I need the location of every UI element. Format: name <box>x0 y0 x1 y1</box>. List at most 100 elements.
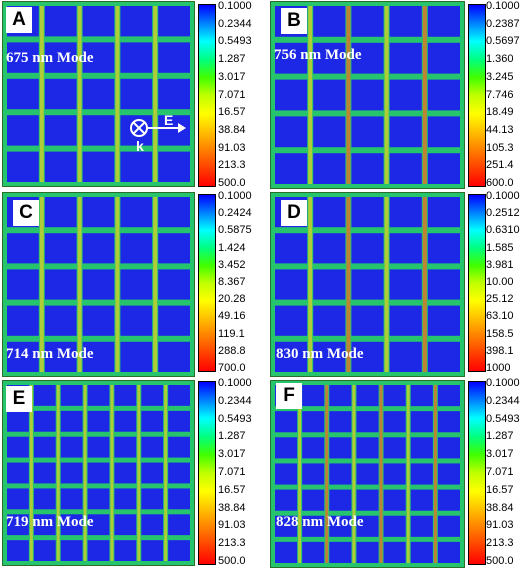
grid-cell <box>275 79 308 111</box>
colorbar-tick-label: 1.585 <box>486 241 514 254</box>
field-hotspot <box>29 385 33 561</box>
grid-cell <box>410 437 433 459</box>
colorbar-tick-label: 7.746 <box>486 88 514 101</box>
grid-cell <box>351 269 384 300</box>
grid-cell <box>7 305 39 336</box>
grid-cell <box>313 341 346 372</box>
colorbar-tick-label: 3.017 <box>218 70 246 83</box>
grid-cell <box>44 341 77 372</box>
field-hotspot <box>39 197 44 372</box>
colorbar-tick-label: 0.6310 <box>486 224 520 237</box>
colorbar-tick-label: 0.5493 <box>218 35 252 48</box>
colorbar-ticks-f: 0.1000 0.2344 0.5493 1.287 3.017 7.071 16.57 38… <box>486 377 520 567</box>
grid-cell <box>389 341 422 372</box>
grid-cell <box>275 463 298 485</box>
grid-cell <box>383 437 406 459</box>
grid-cell <box>313 233 346 264</box>
grid-cell <box>7 233 39 264</box>
grid-cell <box>329 541 352 563</box>
field-hotspot <box>346 6 351 184</box>
grid-cell <box>356 437 379 459</box>
grid-cell <box>302 437 325 459</box>
grid-cell <box>120 341 153 372</box>
grid-cell <box>60 488 83 510</box>
grid-cell <box>410 411 433 433</box>
grid-cell <box>427 6 460 37</box>
colorbar-tick-label: 1.287 <box>218 53 246 66</box>
grid-cell <box>275 437 298 459</box>
grid-cell <box>141 385 164 406</box>
colorbar-tick-label: 1.424 <box>218 241 246 254</box>
grid-cell <box>410 489 433 511</box>
grid-cell <box>275 269 308 300</box>
grid-cell <box>44 269 77 300</box>
grid-cell <box>60 436 83 458</box>
grid-cell <box>158 42 190 73</box>
colorbar-tick-label: 500.0 <box>486 555 514 567</box>
colorbar-tick-label: 0.2512 <box>486 207 520 220</box>
grid-cell <box>158 341 190 372</box>
grid-cell <box>356 489 379 511</box>
field-hotspot <box>346 197 351 372</box>
grid-cell <box>44 115 77 146</box>
polarization-diagram: E k <box>128 112 188 158</box>
colorbar-ticks-d: 0.1000 0.2512 0.6310 1.585 3.981 10.00 25.12 63… <box>486 190 520 374</box>
grid-cell <box>275 489 298 511</box>
grid-cell <box>33 385 56 406</box>
mode-label-f: 828 nm Mode <box>276 514 364 530</box>
grid-cell <box>437 385 460 407</box>
grid-cell <box>44 78 77 110</box>
grid-cell <box>120 151 153 182</box>
grid-cell <box>60 514 83 536</box>
grid-cell <box>410 463 433 485</box>
grid-cell <box>44 197 77 228</box>
colorbar-tick-label: 63.10 <box>486 310 514 323</box>
grid-cell <box>275 541 298 563</box>
colorbar-e <box>198 381 216 565</box>
grid-cell <box>114 385 137 406</box>
grid-cell <box>383 515 406 537</box>
grid-cell <box>141 540 164 561</box>
grid-cell <box>168 436 190 458</box>
grid-cell <box>302 515 325 537</box>
colorbar-tick-label: 1.287 <box>486 430 514 443</box>
grid-cell <box>389 269 422 300</box>
grid-cell <box>427 79 460 111</box>
colorbar-tick-label: 119.1 <box>218 327 245 340</box>
grid-cell <box>82 78 115 110</box>
colorbar-tick-label: 105.3 <box>486 141 514 154</box>
grid-cell <box>389 197 422 228</box>
colorbar-tick-label: 16.57 <box>486 483 514 496</box>
grid-cell <box>60 410 83 432</box>
grid-cell <box>168 410 190 432</box>
grid-cell <box>383 411 406 433</box>
colorbar-tick-label: 398.1 <box>486 344 514 357</box>
field-map-svg <box>271 2 464 188</box>
grid-cell <box>82 197 115 228</box>
e-field-label: E <box>164 112 174 128</box>
colorbar-tick-label: 700.0 <box>218 362 246 374</box>
colorbar-tick-label: 0.1000 <box>218 190 252 202</box>
grid-cell <box>302 411 325 433</box>
grid-cell <box>383 385 406 407</box>
grid-cell <box>114 436 137 458</box>
grid-cell <box>427 153 460 184</box>
grid-cell <box>302 541 325 563</box>
colorbar-tick-label: 0.2387 <box>486 17 520 30</box>
grid-cell <box>302 385 325 407</box>
grid-cell <box>7 488 29 510</box>
grid-cell <box>44 305 77 336</box>
colorbar-tick-label: 251.4 <box>486 159 514 172</box>
grid-cell <box>87 488 110 510</box>
colorbar-tick-label: 7.071 <box>218 466 246 478</box>
grid-cell <box>87 540 110 561</box>
grid-cell <box>168 488 190 510</box>
grid-cell <box>351 305 384 336</box>
grid-cell <box>7 115 39 146</box>
colorbar-tick-label: 38.84 <box>218 123 246 136</box>
field-hotspot <box>325 385 329 563</box>
grid-cell <box>33 462 56 484</box>
grid-cell <box>351 153 384 184</box>
colorbar-tick-label: 0.1000 <box>486 0 520 12</box>
grid-cell <box>168 540 190 561</box>
